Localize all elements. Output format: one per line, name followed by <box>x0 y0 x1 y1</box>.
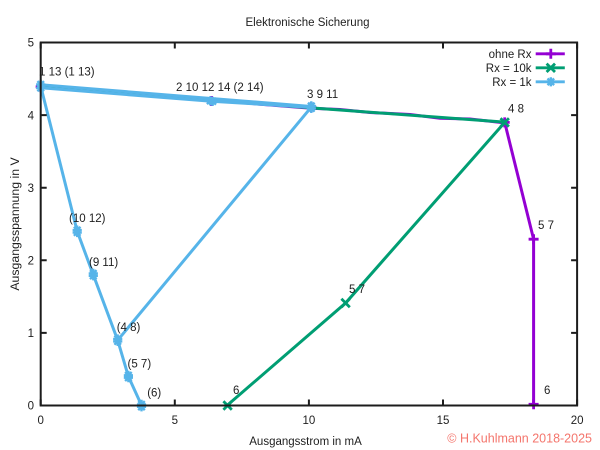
svg-text:(6): (6) <box>147 388 161 400</box>
svg-text:0: 0 <box>28 401 34 413</box>
svg-text:4: 4 <box>28 110 35 122</box>
svg-text:20: 20 <box>571 415 584 427</box>
svg-text:5: 5 <box>172 415 178 427</box>
svg-text:5: 5 <box>28 38 34 50</box>
svg-text:1: 1 <box>28 328 34 340</box>
svg-text:3 9 11: 3 9 11 <box>307 89 338 101</box>
svg-text:© H.Kuhlmann 2018-2025: © H.Kuhlmann 2018-2025 <box>447 432 592 446</box>
svg-text:(9 11): (9 11) <box>89 257 118 269</box>
svg-text:Elektronische Sicherung: Elektronische Sicherung <box>245 17 369 29</box>
svg-text:5 7: 5 7 <box>538 220 554 232</box>
svg-text:Ausgangsspannung in V: Ausgangsspannung in V <box>8 157 22 291</box>
svg-text:Rx = 10k: Rx = 10k <box>486 63 532 75</box>
svg-text:ohne Rx: ohne Rx <box>489 49 532 61</box>
svg-text:1 13 (1 13): 1 13 (1 13) <box>39 67 95 79</box>
svg-text:4 8: 4 8 <box>508 103 524 115</box>
svg-text:0: 0 <box>37 415 43 427</box>
svg-text:2: 2 <box>28 256 34 268</box>
svg-text:6: 6 <box>233 385 239 397</box>
svg-text:Rx = 1k: Rx = 1k <box>492 77 532 89</box>
svg-text:5 7: 5 7 <box>349 284 365 296</box>
svg-text:(4 8): (4 8) <box>117 322 141 334</box>
svg-text:10: 10 <box>303 415 316 427</box>
svg-text:2 10 12 14 (2 14): 2 10 12 14 (2 14) <box>176 82 264 94</box>
svg-text:3: 3 <box>28 183 34 195</box>
svg-text:15: 15 <box>437 415 450 427</box>
svg-text:(5 7): (5 7) <box>128 359 152 371</box>
svg-text:6: 6 <box>544 385 550 397</box>
svg-text:Ausgangsstrom in mA: Ausgangsstrom in mA <box>249 436 362 448</box>
svg-text:(10 12): (10 12) <box>69 213 106 225</box>
